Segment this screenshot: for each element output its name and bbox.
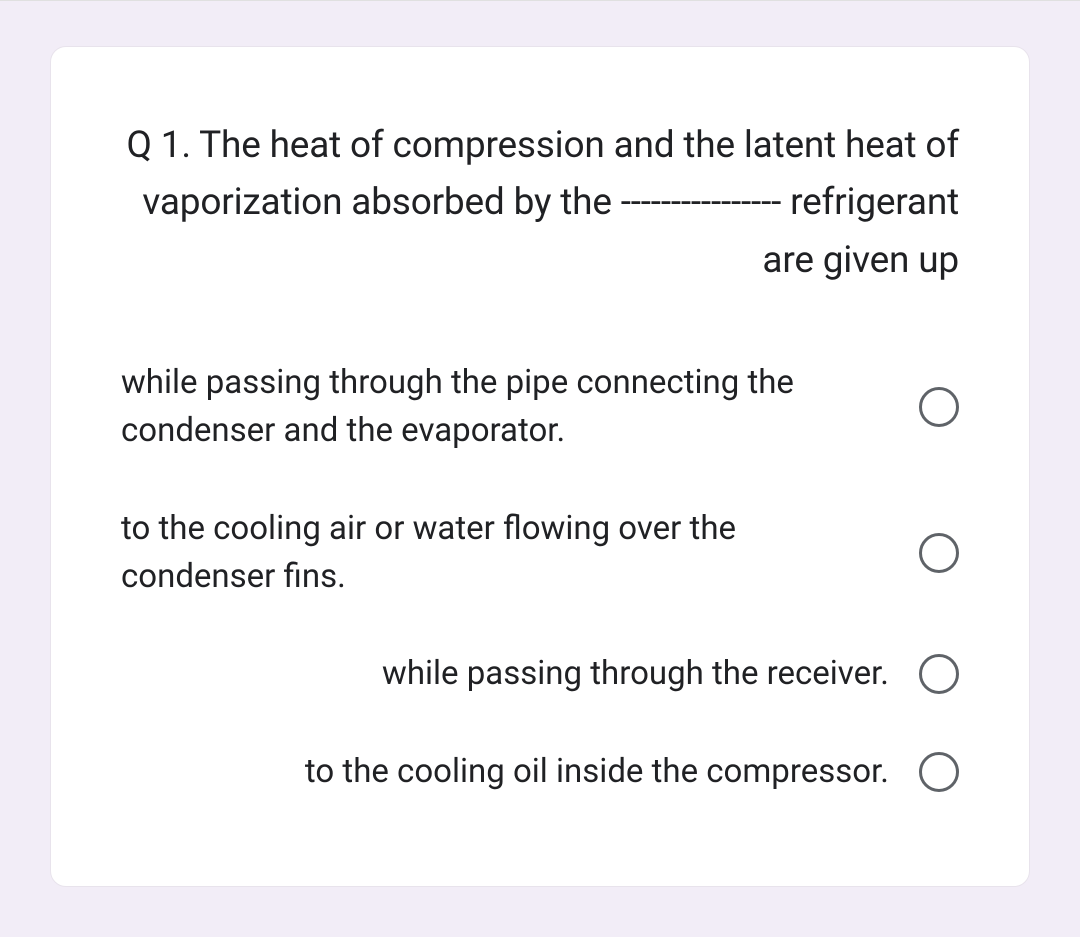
option-row-1[interactable]: while passing through the pipe connectin… <box>121 359 959 455</box>
question-card: Q 1. The heat of compression and the lat… <box>50 46 1030 887</box>
radio-icon[interactable] <box>919 752 959 792</box>
option-label-3: while passing through the receiver. <box>121 650 909 698</box>
option-row-4[interactable]: to the cooling oil inside the compressor… <box>121 748 959 796</box>
question-text: Q 1. The heat of compression and the lat… <box>121 117 959 289</box>
option-row-3[interactable]: while passing through the receiver. <box>121 650 959 698</box>
radio-icon[interactable] <box>919 533 959 573</box>
option-label-4: to the cooling oil inside the compressor… <box>121 748 909 796</box>
radio-icon[interactable] <box>919 387 959 427</box>
option-row-2[interactable]: to the cooling air or water flowing over… <box>121 505 959 601</box>
option-label-2: to the cooling air or water flowing over… <box>121 505 909 601</box>
option-label-1: while passing through the pipe connectin… <box>121 359 909 455</box>
radio-icon[interactable] <box>919 654 959 694</box>
